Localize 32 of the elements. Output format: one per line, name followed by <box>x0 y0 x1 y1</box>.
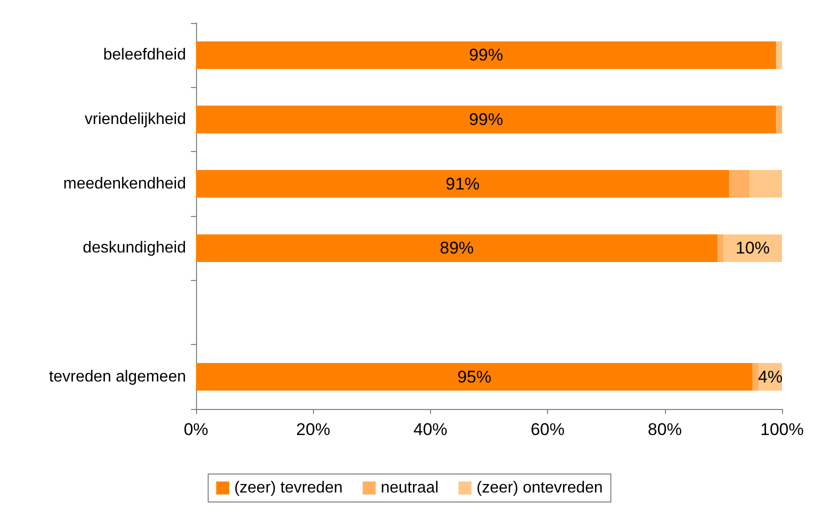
y-tick-label: meedenkendheid <box>63 175 186 192</box>
bar <box>196 106 776 134</box>
x-tick-label: 80% <box>648 420 682 439</box>
x-tick-label: 20% <box>296 420 330 439</box>
bar <box>196 363 753 391</box>
legend-label: neutraal <box>380 480 439 496</box>
data-label: 91% <box>446 174 480 194</box>
legend-label: (zeer) ontevreden <box>476 480 603 496</box>
bar <box>196 41 776 69</box>
bar <box>196 234 718 262</box>
x-tick-label: 40% <box>413 420 448 439</box>
bar <box>729 170 750 198</box>
x-tick-label: 0% <box>184 420 208 439</box>
y-tick-label: beleefdheid <box>103 46 186 64</box>
data-label: 99% <box>469 110 504 129</box>
data-label: 10% <box>736 238 770 258</box>
data-label: 99% <box>469 46 504 65</box>
bar <box>718 234 724 262</box>
legend-label: (zeer) tevreden <box>234 480 343 496</box>
bar <box>752 363 759 391</box>
bar <box>750 170 782 198</box>
y-tick-label: deskundigheid <box>82 240 186 257</box>
y-tick-label: vriendelijkheid <box>84 111 186 128</box>
data-label: 89% <box>440 238 474 258</box>
y-tick-label: tevreden algemeen <box>49 368 186 386</box>
bar <box>196 170 730 198</box>
x-tick-label: 100% <box>760 420 804 439</box>
data-label: 4% <box>758 367 783 386</box>
data-label: 95% <box>457 367 492 386</box>
bar <box>776 41 782 69</box>
x-tick-label: 60% <box>530 420 565 439</box>
bar <box>776 106 782 134</box>
